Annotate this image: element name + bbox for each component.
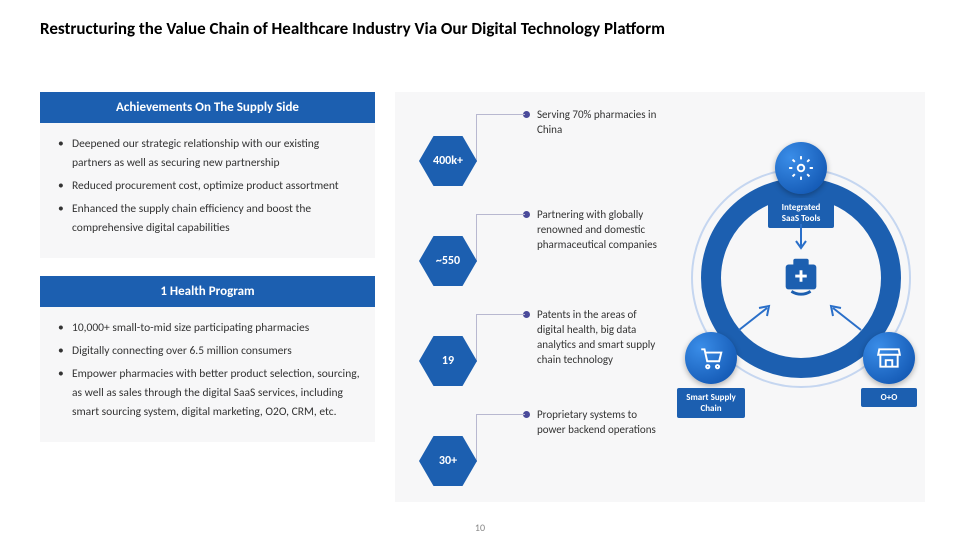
arrow-upright [735,302,775,334]
health-program-header: 1 Health Program [40,276,375,307]
hexagon: ~550 [419,236,477,286]
achievements-body: Deepened our strategic relationship with… [40,123,375,258]
node-left [685,332,737,384]
stat-value: 400k+ [433,154,463,168]
node-right [863,332,915,384]
right-panel: 400k+ Serving 70% pharmacies in China ~5… [395,92,925,502]
stat-line [477,314,525,315]
achievements-header: Achievements On The Supply Side [40,92,375,123]
left-column: Achievements On The Supply Side Deepened… [40,92,375,442]
cart-icon [698,345,724,371]
medkit-icon [778,253,824,299]
hexagon: 30+ [419,436,477,486]
label-left: Smart Supply Chain [677,388,745,418]
health-program-box: 1 Health Program 10,000+ small-to-mid si… [40,276,375,442]
stat-value: 30+ [439,454,457,468]
stat-line-v [476,114,477,162]
store-icon [876,345,902,371]
bullet: Digitally connecting over 6.5 million co… [54,342,361,361]
page-number: 10 [475,521,485,534]
node-top [775,142,827,194]
stat-line [477,414,525,415]
stat-text: Proprietary systems to power backend ope… [537,408,657,438]
stat-text: Patents in the areas of digital health, … [537,308,657,367]
slide-title: Restructuring the Value Chain of Healthc… [40,18,665,39]
stat-line-v [476,414,477,462]
arrow-down [791,224,811,254]
stat-text: Serving 70% pharmacies in China [537,108,657,138]
bullet: Reduced procurement cost, optimize produ… [54,177,361,196]
stat-value: ~550 [436,254,460,268]
stat-value: 19 [442,354,454,368]
achievements-box: Achievements On The Supply Side Deepened… [40,92,375,258]
arrow-upleft [825,302,865,334]
center-node [775,250,827,302]
stat-text: Partnering with globally renowned and do… [537,208,657,253]
stat-line-v [476,314,477,362]
hexagon: 400k+ [419,136,477,186]
hexagon: 19 [419,336,477,386]
stat-line-v [476,214,477,262]
stat-line [477,214,525,215]
stat-line [477,114,525,115]
bullet: Deepened our strategic relationship with… [54,135,361,173]
label-right: O+O [861,388,917,407]
bullet: 10,000+ small-to-mid size participating … [54,319,361,338]
bullet: Empower pharmacies with better product s… [54,365,361,422]
health-program-body: 10,000+ small-to-mid size participating … [40,307,375,442]
gear-icon [788,155,814,181]
bullet: Enhanced the supply chain efficiency and… [54,200,361,238]
